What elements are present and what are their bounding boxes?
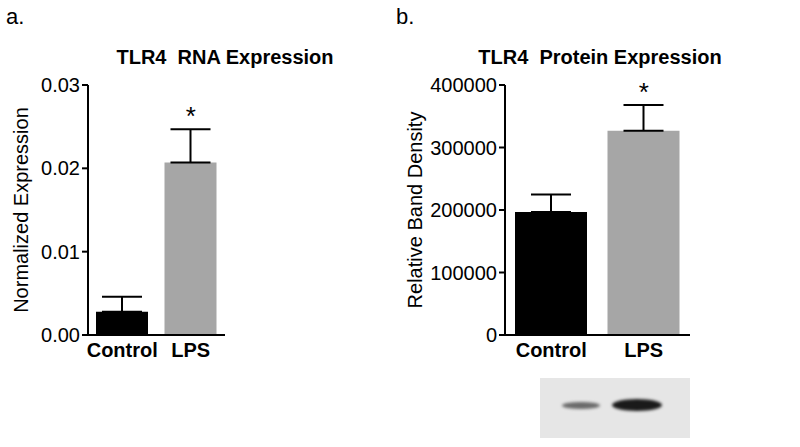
svg-text:*: *	[639, 77, 649, 107]
svg-text:Control: Control	[516, 339, 587, 361]
html-text:TLR4 RNA Expression: TLR4 RNA Expression	[116, 46, 334, 68]
svg-text:0.01: 0.01	[41, 241, 80, 263]
svg-text:100000: 100000	[430, 262, 497, 284]
svg-text:LPS: LPS	[624, 339, 663, 361]
svg-text:300000: 300000	[430, 137, 497, 159]
svg-text:0: 0	[486, 324, 497, 346]
svg-text:Control: Control	[87, 339, 158, 361]
html-text:a.: a.	[6, 4, 25, 29]
svg-text:0.02: 0.02	[41, 157, 80, 179]
svg-text:*: *	[186, 101, 196, 131]
svg-text:0.03: 0.03	[41, 74, 80, 96]
svg-text:LPS: LPS	[171, 339, 210, 361]
svg-text:200000: 200000	[430, 199, 497, 221]
html-text:Normalized Expression: Normalized Expression	[10, 107, 32, 313]
svg-text:400000: 400000	[430, 74, 497, 96]
html-text:b.: b.	[396, 4, 415, 29]
svg-text:0.00: 0.00	[41, 324, 80, 346]
html-text:TLR4 Protein Expression: TLR4 Protein Expression	[478, 46, 722, 68]
html-text:Relative Band Density: Relative Band Density	[404, 111, 426, 309]
